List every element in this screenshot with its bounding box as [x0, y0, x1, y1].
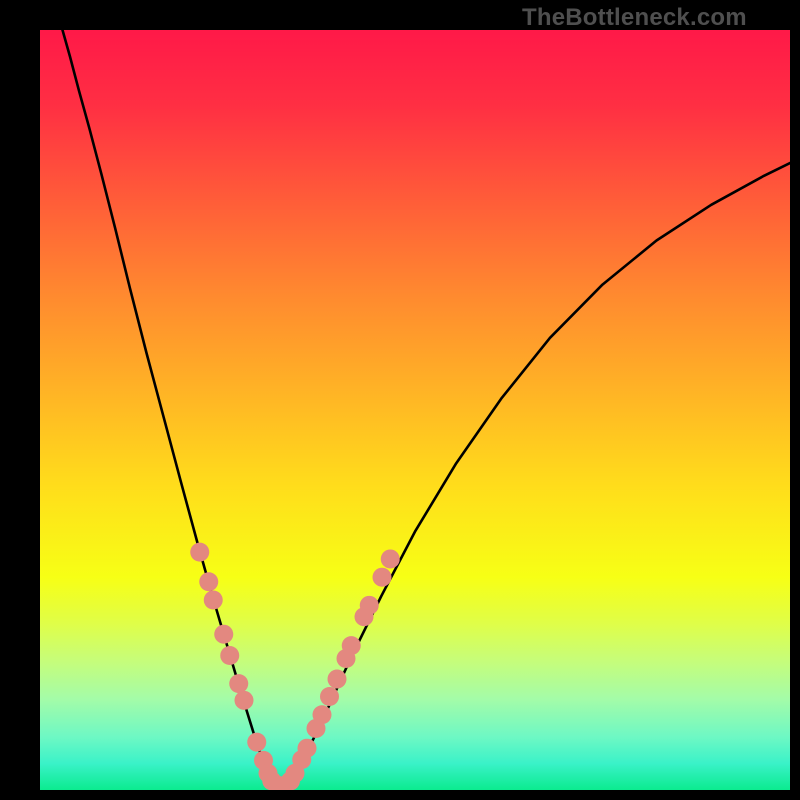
curve-left [63, 30, 281, 786]
data-point [360, 596, 379, 615]
plot-area [40, 30, 790, 790]
data-point [214, 625, 233, 644]
data-point [298, 739, 317, 758]
data-point [328, 670, 347, 689]
curve-right [280, 163, 790, 786]
data-point [320, 687, 339, 706]
data-point [190, 543, 209, 562]
data-point [220, 646, 239, 665]
dot-series [190, 543, 400, 790]
data-point [229, 674, 248, 693]
data-point [199, 572, 218, 591]
data-point [342, 636, 361, 655]
data-point [381, 549, 400, 568]
data-point [313, 705, 332, 724]
data-point [247, 733, 266, 752]
watermark-text: TheBottleneck.com [522, 4, 747, 32]
data-point [373, 568, 392, 587]
data-point [235, 691, 254, 710]
data-point [204, 591, 223, 610]
plot-curves-layer [40, 30, 790, 790]
